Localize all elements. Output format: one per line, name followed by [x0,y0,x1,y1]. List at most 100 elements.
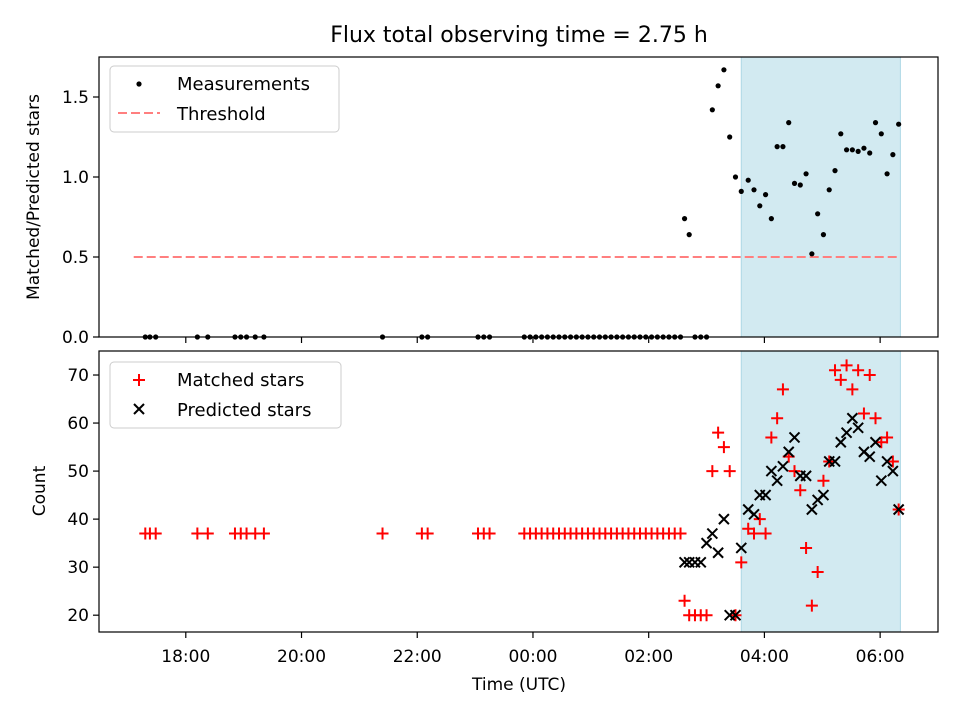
measurement-point [780,144,786,150]
matched-star-point [788,465,801,478]
predicted-star-point [712,547,724,559]
matched-star-point [700,609,713,622]
bottom-x-tick-label: 06:00 [856,647,905,667]
count-panel: 20 30 40 50 60 70 18:00 20:00 22:00 00:00 02:00 04… [30,350,939,695]
legend-predicted-label: Predicted stars [177,400,311,421]
bottom-plot-frame [98,350,939,633]
legend-matched-marker [133,374,145,386]
matched-star-point [863,369,876,382]
predicted-star-point [700,537,713,549]
bottom-y-tick-label: 20 [67,606,89,626]
measurement-point [832,168,838,174]
matched-star-point [717,441,730,454]
predicted-star-point [817,489,830,501]
matched-star-point [678,594,691,607]
predicted-star-point [771,474,783,487]
legend-measurements-label: Measurements [177,74,310,95]
ratio-panel: 0.0 0.5 1.0 1.5 Matched/Predicted stars Mea… [24,56,939,348]
bottom-y-tick-label: 40 [67,510,89,530]
measurement-point [791,180,798,186]
predicted-star-point [735,542,747,554]
matched-star-point [852,364,865,377]
measurement-point [757,203,763,209]
measurement-point [884,171,890,177]
matched-star-point [723,465,736,478]
measurement-point [861,145,867,151]
measurement-point [809,251,815,257]
measurement-point [872,120,879,126]
predicted-star-point [869,436,882,448]
matched-star-point [735,556,748,569]
predicted-star-point [800,470,812,482]
matched-star-point [811,565,824,578]
matched-star-point [674,527,687,540]
measurement-point [855,148,861,154]
measurement-point [774,144,780,150]
matched-star-point [794,484,807,497]
predicted-star-point [777,460,789,472]
matched-star-point [869,412,882,425]
matched-star-point [846,383,859,396]
matched-star-point [421,527,434,540]
matched-star-point [840,359,853,372]
matched-star-point [376,527,389,540]
predicted-star-point [748,508,760,521]
measurement-point [686,232,692,238]
x-axis-label: Time (UTC) [471,675,566,695]
top-legend-box [109,65,340,133]
measurement-point [732,174,739,180]
matched-star-point [771,412,784,425]
predicted-star-point [887,465,899,477]
bottom-x-tick-label: 22:00 [393,647,442,667]
predicted-star-point [881,455,893,468]
predicted-star-point [852,422,864,434]
bottom-y-tick-label: 50 [67,462,89,482]
measurement-point [745,177,751,183]
measurement-points [142,67,902,340]
measurement-point [867,150,873,156]
matched-star-point [747,527,760,540]
measurement-point [797,182,803,188]
measurement-point [838,131,844,137]
measurement-point [890,152,896,158]
bottom-y-axis-label: Count [30,465,50,516]
bottom-legend: Matched stars Predicted stars [109,361,342,429]
predicted-star-point [678,556,691,569]
predicted-star-point [788,431,801,444]
matched-star-point [753,513,766,526]
bottom-legend-box [109,361,342,429]
predicted-star-point [840,426,853,439]
legend-predicted-marker [133,403,145,415]
predicted-star-point [835,436,847,448]
predicted-star-point [759,489,772,501]
measurement-point [843,147,850,153]
bottom-x-tick-label: 02:00 [624,647,673,667]
matched-star-point [191,527,204,540]
predicted-star-point [846,412,859,424]
matched-star-point [881,431,894,444]
predicted-star-point [892,503,905,516]
top-y-ticks: 0.0 0.5 1.0 1.5 [62,88,99,348]
predicted-star-point [783,446,795,458]
top-y-tick-label: 0.0 [62,328,89,348]
matched-star-points [139,359,905,622]
measurement-point [786,120,792,126]
matched-star-point [149,527,162,540]
predicted-star-point [729,609,742,621]
matched-star-point [857,407,870,420]
legend-threshold-label: Threshold [176,104,266,125]
predicted-star-point [829,455,841,468]
measurement-point [849,147,855,153]
top-x-ticks [185,337,881,343]
measurement-point [721,67,727,73]
top-observing-window-shade [740,56,901,338]
predicted-star-point [875,474,888,487]
matched-star-point [483,527,496,540]
bottom-x-tick-label: 20:00 [277,647,326,667]
matched-star-point [829,364,842,377]
predicted-star-point [718,513,730,525]
measurement-point [727,134,733,140]
predicted-star-point [706,527,719,540]
measurement-point [878,131,884,137]
